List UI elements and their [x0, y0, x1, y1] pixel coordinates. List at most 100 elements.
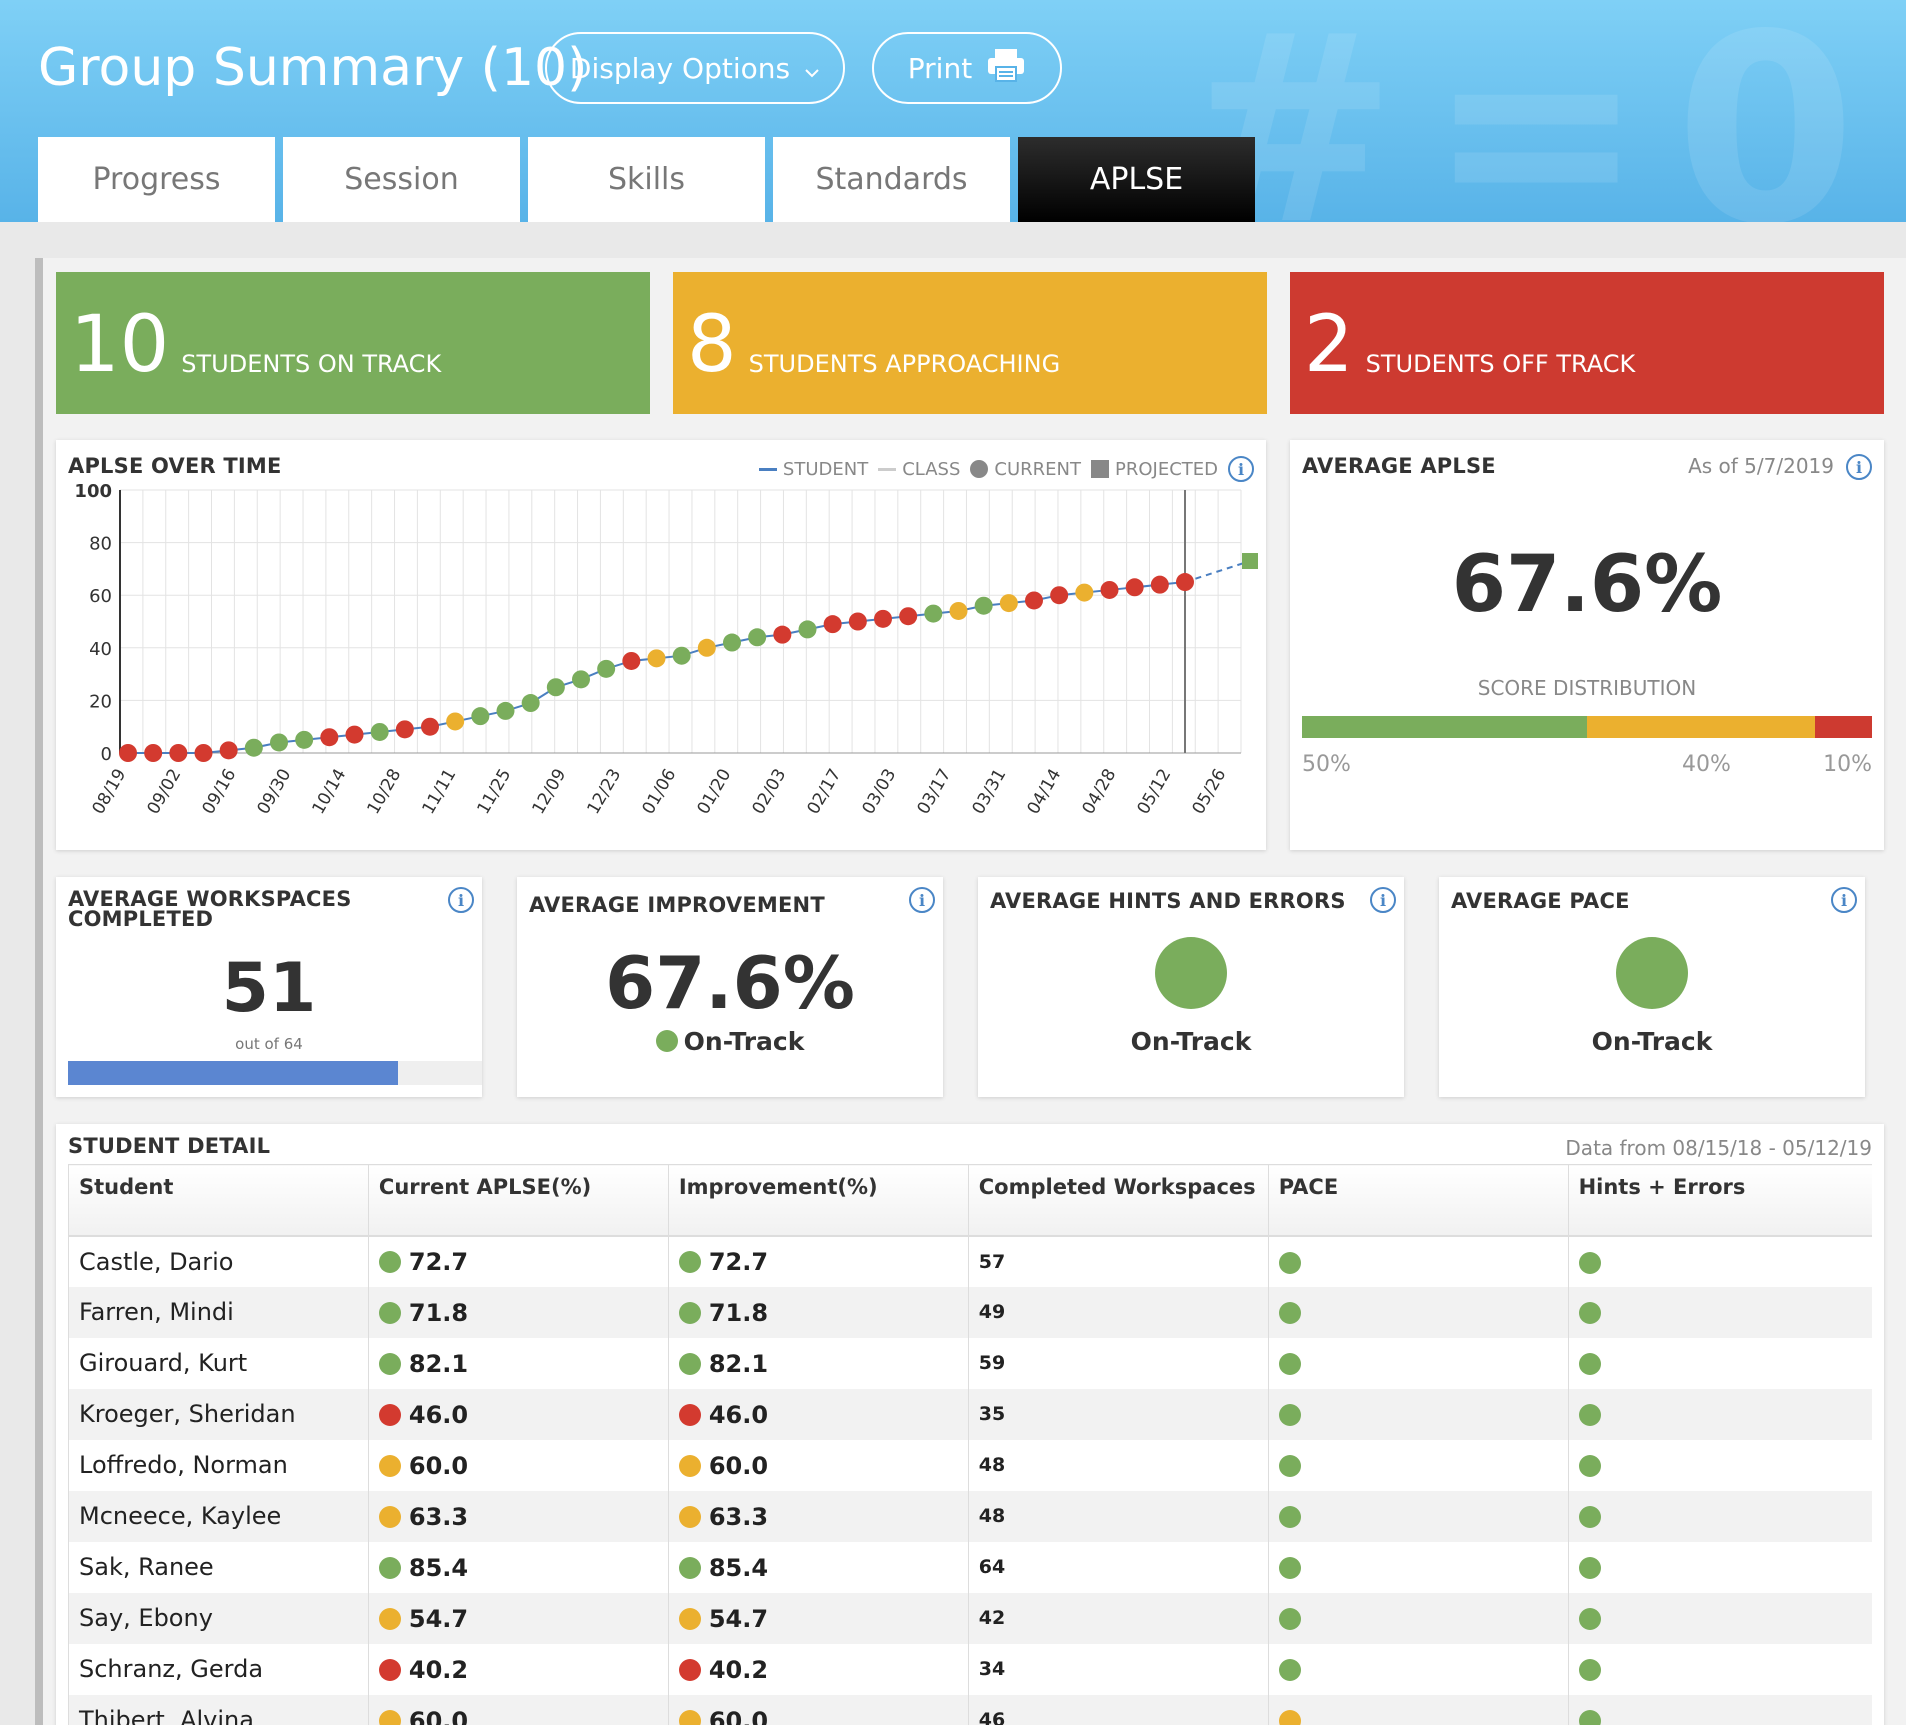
aplse-status-dot	[378, 1709, 401, 1725]
improvement-status-dot	[678, 1505, 701, 1528]
student-name[interactable]: Say, Ebony	[68, 1592, 369, 1644]
info-icon[interactable]: i	[1370, 887, 1396, 913]
table-row[interactable]: Castle, Dario 72.7 72.7 57	[68, 1235, 1872, 1287]
info-icon[interactable]: i	[909, 887, 935, 913]
student-name[interactable]: Farren, Mindi	[68, 1286, 369, 1338]
table-row[interactable]: Thibert, Alvina 60.0 60.0 46	[68, 1694, 1872, 1725]
student-name[interactable]: Thibert, Alvina	[68, 1694, 369, 1725]
aplse-over-time-card: APLSE OVER TIME STUDENT CLASS CURRENT PR…	[56, 440, 1266, 850]
column-header-aplse[interactable]: Current APLSE(%)	[367, 1164, 669, 1237]
table-row[interactable]: Farren, Mindi 71.8 71.8 49	[68, 1286, 1872, 1338]
improvement-cell: 46.0	[667, 1388, 969, 1440]
data-point	[421, 717, 439, 736]
info-icon[interactable]: i	[1831, 887, 1857, 913]
data-point	[1075, 583, 1094, 602]
tab-aplse[interactable]: APLSE	[1018, 137, 1255, 222]
pace-cell	[1267, 1694, 1569, 1725]
score-distribution-bar	[1302, 716, 1872, 738]
average-aplse-card: AVERAGE APLSE As of 5/7/2019 i 67.6% SCO…	[1290, 440, 1884, 850]
y-tick-label: 100	[74, 481, 112, 502]
table-row[interactable]: Girouard, Kurt 82.1 82.1 59	[68, 1337, 1872, 1389]
kpi-off-track-count: 2	[1304, 300, 1354, 390]
chevron-down-icon	[804, 52, 820, 85]
x-tick-label: 03/03	[859, 766, 901, 818]
improvement-cell: 71.8	[667, 1286, 969, 1338]
hints-errors-status-dot	[1578, 1251, 1601, 1274]
tab-session[interactable]: Session	[283, 137, 520, 222]
table-row[interactable]: Loffredo, Norman 60.0 60.0 48	[68, 1439, 1872, 1491]
table-row[interactable]: Schranz, Gerda 40.2 40.2 34	[68, 1643, 1872, 1695]
pace-cell	[1267, 1235, 1569, 1287]
column-header-hints-errors[interactable]: Hints + Errors	[1567, 1164, 1872, 1237]
column-header-improvement[interactable]: Improvement(%)	[667, 1164, 969, 1237]
data-point	[244, 738, 263, 757]
student-name[interactable]: Schranz, Gerda	[68, 1643, 369, 1695]
data-point	[672, 646, 691, 665]
kpi-approaching-label: STUDENTS APPROACHING	[748, 350, 1061, 378]
data-point	[999, 594, 1018, 613]
student-name[interactable]: Loffredo, Norman	[68, 1439, 369, 1491]
x-tick-label: 01/06	[639, 766, 681, 818]
data-point	[521, 694, 540, 713]
improvement-cell: 40.2	[667, 1643, 969, 1695]
legend-class-label: CLASS	[902, 458, 961, 480]
column-header-pace[interactable]: PACE	[1267, 1164, 1569, 1237]
column-header-student[interactable]: Student	[68, 1164, 369, 1237]
hints-errors-status-dot	[1578, 1455, 1601, 1477]
kpi-on-track: 10 STUDENTS ON TRACK	[56, 272, 650, 414]
aplse-status-dot	[378, 1251, 401, 1273]
info-icon[interactable]: i	[1228, 456, 1254, 482]
workspaces-value: 51	[221, 949, 317, 1028]
average-hints-errors-card: AVERAGE HINTS AND ERRORS i On-Track	[978, 877, 1404, 1097]
aplse-status-dot	[378, 1403, 401, 1426]
table-row[interactable]: Kroeger, Sheridan 46.0 46.0 35	[68, 1388, 1872, 1440]
hints-errors-status-dot	[1578, 1353, 1601, 1375]
student-name[interactable]: Castle, Dario	[68, 1235, 369, 1287]
info-icon[interactable]: i	[1846, 454, 1872, 480]
hints-errors-status-dot	[1578, 1608, 1601, 1630]
data-point	[395, 720, 414, 739]
student-name[interactable]: Girouard, Kurt	[68, 1337, 369, 1389]
table-row[interactable]: Mcneece, Kaylee 63.3 63.3 48	[68, 1490, 1872, 1542]
display-options-button[interactable]: Display Options	[545, 32, 845, 104]
improvement-value: 60.0	[708, 1706, 769, 1725]
student-name[interactable]: Sak, Ranee	[68, 1541, 369, 1593]
pace-cell	[1267, 1337, 1569, 1389]
aplse-cell: 60.0	[367, 1439, 669, 1491]
table-row[interactable]: Sak, Ranee 85.4 85.4 64	[68, 1541, 1872, 1593]
data-point	[144, 744, 163, 762]
workspaces-progress-fill	[68, 1061, 398, 1085]
y-tick-label: 40	[89, 639, 112, 660]
legend-class: CLASS	[878, 459, 960, 480]
data-point	[798, 620, 817, 639]
data-point	[194, 744, 213, 762]
column-header-workspaces[interactable]: Completed Workspaces	[967, 1164, 1269, 1237]
workspaces-value: 42	[967, 1592, 1269, 1644]
projected-line	[1184, 560, 1251, 584]
data-point	[546, 678, 565, 697]
data-point	[949, 601, 968, 620]
tab-progress[interactable]: Progress	[38, 137, 275, 222]
kpi-off-track: 2 STUDENTS OFF TRACK	[1290, 272, 1884, 414]
improvement-value: 54.7	[708, 1604, 769, 1633]
tab-standards[interactable]: Standards	[773, 137, 1010, 222]
x-tick-label: 04/14	[1024, 766, 1066, 818]
x-tick-label: 10/14	[309, 766, 351, 818]
x-tick-label: 03/31	[969, 766, 1011, 818]
improvement-status-dot	[678, 1251, 701, 1273]
print-button[interactable]: Print	[872, 32, 1062, 104]
table-row[interactable]: Say, Ebony 54.7 54.7 42	[68, 1592, 1872, 1644]
info-icon[interactable]: i	[448, 887, 474, 913]
aplse-value: 72.7	[408, 1248, 469, 1276]
tab-skills[interactable]: Skills	[528, 137, 765, 222]
improvement-status-dot	[678, 1301, 701, 1324]
aplse-status-dot	[378, 1556, 401, 1579]
print-label: Print	[907, 51, 973, 85]
average-aplse-value: 67.6%	[1451, 540, 1723, 630]
data-point	[1176, 573, 1194, 592]
student-name[interactable]: Mcneece, Kaylee	[68, 1490, 369, 1542]
aplse-status-dot	[378, 1505, 401, 1528]
student-name[interactable]: Kroeger, Sheridan	[68, 1388, 369, 1440]
pace-status-circle	[1616, 937, 1688, 1009]
x-tick-label: 02/17	[804, 766, 846, 818]
